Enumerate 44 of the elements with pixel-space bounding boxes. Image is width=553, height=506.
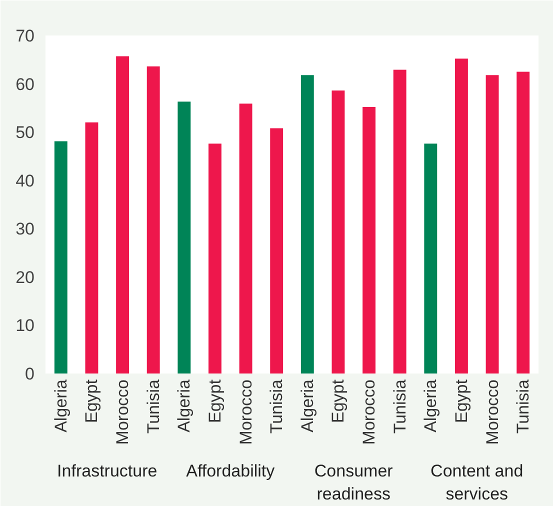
bar (116, 56, 129, 374)
text: Algeria (51, 379, 70, 432)
text: Morocco (482, 380, 502, 445)
bar (178, 102, 191, 374)
bar (54, 141, 68, 374)
y-tick-label: 50 (16, 123, 35, 142)
text: Morocco (113, 380, 132, 445)
y-tick-label: 0 (25, 364, 35, 384)
x-tick-label: Affordability (186, 462, 276, 480)
text: Tunisia (390, 380, 410, 434)
text: Morocco (236, 380, 256, 445)
bar (239, 104, 252, 374)
text: Tunisia (267, 378, 286, 434)
text: Egypt (82, 379, 102, 423)
x-tick-label: Infrastructure (57, 462, 158, 480)
y-tick-label: 60 (16, 74, 35, 94)
y-tick-label: 10 (16, 316, 35, 336)
text: Algeria (174, 379, 194, 432)
y-tick-label: 30 (16, 220, 35, 239)
text: Tunisia (144, 380, 163, 434)
text: Morocco (360, 380, 379, 445)
text: Egypt (328, 379, 348, 423)
bar (332, 90, 345, 374)
text: Tunisia (514, 380, 533, 434)
x-tick-label: Content and services (430, 462, 524, 504)
text: Algeria (298, 378, 317, 432)
bar (300, 75, 314, 374)
y-tick-label: 70 (16, 26, 35, 46)
bar (516, 72, 530, 374)
text: Algeria (421, 379, 440, 432)
bar (146, 66, 160, 374)
text: Egypt (452, 379, 471, 423)
text: Egypt (205, 379, 224, 423)
bar (270, 128, 284, 374)
bar (85, 122, 98, 374)
y-tick-label: 40 (16, 171, 35, 190)
bar (424, 144, 438, 374)
bar (208, 144, 222, 374)
x-tick-label: Consumer readiness (314, 462, 394, 504)
bar (455, 58, 468, 374)
bar (393, 70, 406, 374)
y-tick-label: 20 (16, 268, 35, 287)
bar (362, 106, 376, 374)
bar (486, 75, 499, 374)
